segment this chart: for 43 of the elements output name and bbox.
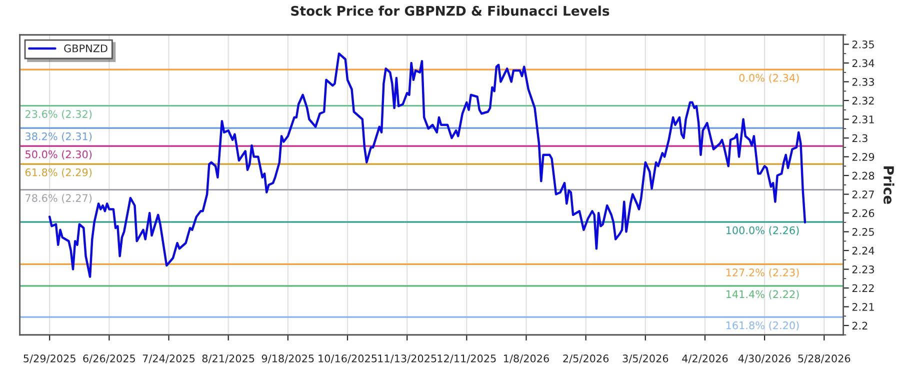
- ref-line-label: 38.2% (2.31): [26, 132, 92, 142]
- y-tick-label: 2.3: [852, 134, 868, 142]
- legend-label: GBPNZD: [64, 44, 108, 52]
- x-tick-label: 9/18/2025: [262, 354, 314, 364]
- ref-line-label: 127.2% (2.23): [726, 268, 799, 278]
- x-tick-label: 1/8/2026: [504, 354, 549, 364]
- ref-line-label: 78.6% (2.27): [26, 194, 92, 204]
- x-tick-label: 3/5/2026: [622, 354, 668, 364]
- ref-line-label: 61.8% (2.29): [25, 168, 92, 178]
- x-tick-label: 5/29/2025: [24, 354, 76, 364]
- x-tick-label: 5/28/2026: [798, 354, 850, 364]
- y-tick-label: 2.28: [852, 172, 874, 180]
- y-tick-label: 2.23: [852, 265, 874, 274]
- x-tick-label: 10/16/2025: [318, 354, 377, 364]
- x-tick-label: 12/11/2025: [438, 354, 496, 364]
- y-tick-label: 2.25: [852, 228, 874, 236]
- y-tick-label: 2.26: [852, 209, 874, 218]
- x-tick-label: 6/26/2025: [83, 354, 135, 364]
- ref-line-label: 23.6% (2.32): [26, 110, 92, 120]
- y-tick-label: 2.32: [852, 96, 874, 105]
- ref-line-label: 50.0% (2.30): [26, 150, 92, 160]
- x-tick-label: 8/21/2025: [202, 354, 254, 364]
- x-tick-label: 11/13/2025: [378, 354, 436, 364]
- ref-line-label: 100.0% (2.26): [726, 226, 799, 236]
- chart-title: Stock Price for GBPNZD & Fibunacci Levels: [291, 6, 610, 16]
- x-tick-label: 4/2/2026: [682, 354, 728, 364]
- y-tick-label: 2.29: [852, 152, 874, 161]
- y-tick-label: 2.21: [852, 302, 874, 311]
- y-tick-label: 2.35: [852, 40, 874, 48]
- ref-line-label: 161.8% (2.20): [726, 321, 799, 331]
- y-tick-label: 2.31: [852, 115, 874, 124]
- y-tick-label: 2.33: [852, 78, 874, 86]
- ref-line-label: 141.4% (2.22): [726, 290, 799, 300]
- x-tick-label: 4/30/2026: [738, 354, 791, 364]
- y-axis-title: Price: [884, 166, 894, 204]
- y-tick-label: 2.2: [852, 322, 868, 330]
- y-tick-label: 2.27: [852, 190, 874, 198]
- x-tick-label: 2/5/2026: [563, 354, 609, 364]
- x-tick-label: 7/24/2025: [142, 354, 195, 364]
- y-tick-label: 2.24: [852, 246, 874, 254]
- ref-line-label: 0.0% (2.34): [739, 74, 799, 84]
- y-tick-label: 2.34: [852, 59, 874, 68]
- y-tick-label: 2.22: [852, 284, 874, 292]
